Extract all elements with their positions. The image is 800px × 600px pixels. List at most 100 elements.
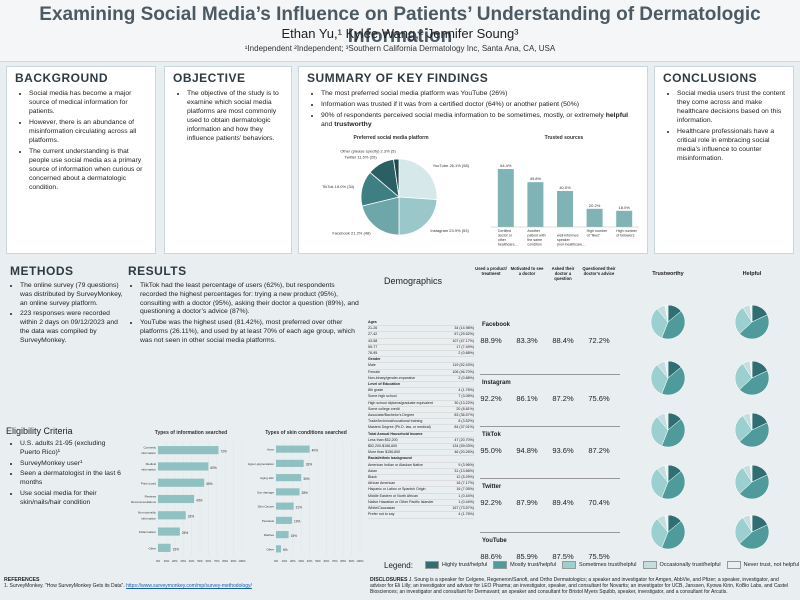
legend-item-label: Mostly trust/helpful (510, 562, 557, 568)
info-searched-tick: 80% (222, 559, 228, 563)
references-link[interactable]: https://www.surveymonkey.com/mp/survey-m… (126, 583, 252, 589)
demographics-value: 7 (3.08%) (458, 394, 474, 399)
info-searched-label: Price (cost) (141, 481, 156, 485)
pie-slice-label: Other (please specify) 2.3% (5) (340, 149, 396, 154)
demographics-group-row: Total Annual Household Income (368, 432, 474, 438)
pie-slice-label: Twitter 11.5% (26) (345, 154, 378, 159)
trust-helpful-slice (739, 370, 770, 396)
references-text: 1. SurveyMonkey. "How SurveyMonkey Gets … (4, 583, 125, 589)
platform-percentage: 83.3% (516, 336, 538, 345)
info-searched-bar (158, 527, 180, 536)
skin-searched-label: Aging skin (260, 476, 274, 480)
trust-helpful-slice (650, 468, 669, 499)
demographics-group-row: Level of Education (368, 382, 474, 389)
skin-searched-bar (276, 488, 300, 496)
skin-searched-tick: 90% (349, 559, 355, 563)
demographics-label: Total Annual Household Income (368, 431, 423, 436)
col-used-product: Used a product/ treatment (475, 266, 507, 276)
trust-helpful-slice (650, 518, 669, 549)
info-searched-value: 15% (173, 547, 180, 551)
info-searched-tick: 90% (231, 559, 237, 563)
info-searched-tick: 70% (214, 559, 220, 563)
demographics-value: 16 (7.17%) (456, 481, 474, 486)
results-body: TikTok had the least percentage of users… (128, 282, 360, 348)
platform-percentage: 92.2% (480, 394, 502, 403)
demographics-label: 27-42 (368, 332, 378, 337)
info-searched-bar (158, 446, 219, 455)
demographics-label: 59-77 (368, 344, 378, 349)
trust-helpful-slice (734, 517, 753, 544)
legend: Legend: Highly trust/helpful Mostly trust… (384, 558, 799, 572)
info-searched-tick: 50% (197, 559, 203, 563)
eligibility-list: U.S. adults 21-95 (excluding Puerto Rico… (8, 440, 126, 508)
demographics-row: Native Hawaiian or Other Pacific Islande… (368, 500, 474, 507)
legend-swatch (424, 561, 439, 569)
demographics-label: $52,200-$156,600 (368, 444, 398, 449)
demographics-label: Black (368, 475, 377, 480)
demographics-value: 46 (20.26%) (454, 450, 474, 455)
demographics-value: 4 (1.76%) (458, 512, 474, 517)
demographics-label: Ages (368, 320, 377, 324)
legend-item-label: Sometimes trust/helpful (579, 562, 637, 568)
summary-bullet-text: 90% of respondents perceived social medi… (321, 112, 606, 119)
demographics-value: 8 (3.52%) (458, 419, 474, 424)
platform-percentage: 93.6% (552, 446, 574, 455)
platform-percentage: 87.2% (552, 394, 574, 403)
info-searched-tick: 0% (156, 559, 161, 563)
skin-searched-tick: 80% (340, 559, 346, 563)
info-searched-value: 60% (210, 466, 217, 470)
pie-slice (398, 196, 438, 236)
platform-name: Facebook (482, 322, 511, 328)
demographics-heading: Demographics (384, 276, 443, 286)
eligibility-item: Use social media for their skin/nails/ha… (20, 490, 126, 508)
skin-searched-label: Sun damage (257, 490, 274, 494)
skin-searched-tick: 30% (298, 559, 304, 563)
poster-affiliations: ¹Independent ²Independent; ³Southern Cal… (244, 44, 556, 53)
skin-searched-label: Acne (267, 448, 274, 452)
methods-list: The online survey (79 questions) was dis… (8, 282, 124, 346)
demographics-row: Less than $52,200 47 (20.70%) (368, 437, 474, 445)
demographics-label: High school diploma/graduate equivalent (368, 400, 433, 405)
demographics-label: Non-binary/gender-expansive (368, 375, 416, 380)
demographics-row: 27-42 67 (29.52%) (368, 332, 474, 339)
trusted-source-label: Certified (498, 229, 511, 233)
skin-searched-value: 21% (296, 505, 303, 509)
info-searched-tick: 100% (238, 559, 246, 563)
trusted-source-value: 18.0% (619, 205, 631, 210)
trust-helpful-slice (739, 474, 770, 500)
trusted-source-bar (557, 191, 573, 227)
demographics-label: Gender (368, 357, 381, 362)
info-searched-label: Reviews (145, 494, 157, 498)
info-searched-bar (158, 478, 205, 487)
trust-helpful-slice (734, 307, 753, 334)
demographics-value: 47 (20.70%) (454, 437, 474, 442)
pie-slice-label: TikTok 15.0% (34) (322, 184, 355, 189)
info-searched-label: Medical (146, 462, 157, 466)
demographics-label: Associate/Bachelor’s Degree (368, 413, 415, 418)
demographics-value: 4 (1.76%) (458, 388, 474, 393)
demographics-label: 43-58 (368, 338, 378, 343)
conclusions-list: Social media users trust the content the… (663, 89, 787, 163)
legend-swatch (642, 561, 657, 569)
trust-helpful-slice (650, 416, 669, 447)
skin-searched-value: 33% (306, 463, 313, 467)
trust-helpful-slice (749, 464, 753, 483)
col-asked: Asked their doctor a question (551, 266, 575, 281)
skin-searched-label: Hyper-pigmentation (248, 462, 274, 466)
trust-helpful-slice (749, 304, 753, 323)
demographics-row: More than $156,600 46 (20.26%) (368, 450, 474, 457)
info-searched-tick: 10% (164, 559, 170, 563)
demographics-row: White/Caucasian 167 (73.57%) (368, 506, 474, 513)
info-searched-label: Inflammation (139, 530, 157, 534)
trusted-source-value: 20.2% (589, 203, 601, 208)
skin-searched-bar (276, 459, 304, 467)
trusted-source-bar (616, 210, 633, 227)
summary-bullet: Information was trusted if it was from a… (321, 100, 637, 109)
summary-bold-helpful: helpful (605, 112, 628, 119)
info-searched-bar-chart: 0% 10% 20% 30% 40% 50% 60% 70% 80% 90% 100%72%Cosm… (131, 442, 246, 563)
demographics-row: High school diploma/graduate equivalent 3… (368, 401, 474, 407)
skin-searched-label: Skin Cancer (258, 505, 274, 509)
trust-helpful-slice (734, 415, 753, 442)
disclosures-heading: DISCLOSURES (370, 577, 408, 583)
